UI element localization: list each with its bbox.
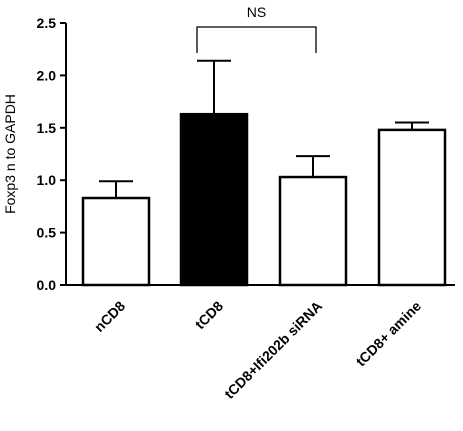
y-tick-label: 2.5 bbox=[37, 15, 57, 31]
bar-ncd8 bbox=[81, 196, 151, 287]
y-tick-label: 1.0 bbox=[37, 172, 57, 188]
y-tick-label: 0.0 bbox=[37, 277, 57, 293]
bar-tcd8-ifi202b-sirna bbox=[278, 175, 348, 287]
y-tick-label: 0.5 bbox=[37, 225, 57, 241]
bar-tcd8-amine bbox=[377, 128, 447, 287]
bars bbox=[81, 59, 447, 287]
significance-annotation: NS bbox=[247, 4, 266, 20]
y-tick-label: 2.0 bbox=[37, 67, 57, 83]
significance-bracket bbox=[196, 26, 317, 53]
y-axis-label: Foxp3 n to GAPDH bbox=[2, 94, 18, 214]
bar-tcd8 bbox=[179, 112, 249, 287]
x-category-label: tCD8 bbox=[192, 298, 227, 333]
x-category-label: tCD8+Ifi202b siRNA bbox=[221, 298, 325, 402]
y-tick-label: 1.5 bbox=[37, 120, 57, 136]
x-category-label: nCD8 bbox=[91, 298, 128, 335]
x-category-label: tCD8+ amine bbox=[353, 298, 425, 370]
